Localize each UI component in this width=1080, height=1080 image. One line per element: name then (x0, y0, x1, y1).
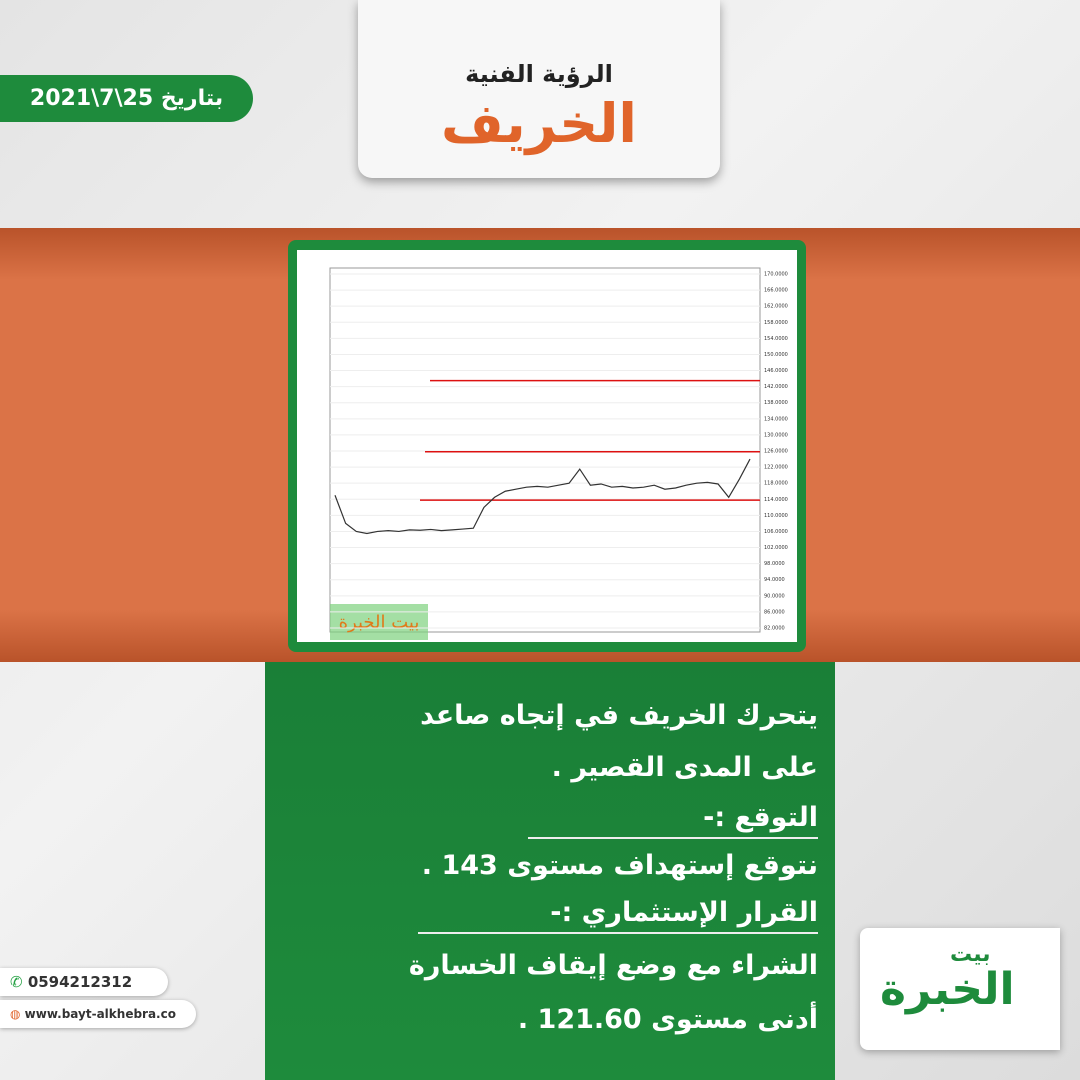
y-tick-label: 134.0000 (764, 416, 788, 422)
logo-large: الخبرة (880, 964, 1015, 1015)
logo: بيت الخبرة (860, 928, 1060, 1050)
plot-border (329, 267, 761, 633)
chart-frame: بيت الخبرة 82.0000 86.0000 90.0000 94.0000 9… (288, 240, 806, 652)
website: www.bayt-alkhebra.co (24, 1007, 176, 1021)
y-tick-label: 114.0000 (764, 497, 788, 503)
y-tick-label: 154.0000 (764, 336, 788, 342)
title: الخريف (441, 92, 637, 155)
y-tick-label: 90.0000 (764, 593, 785, 599)
y-tick-label: 110.0000 (764, 513, 788, 519)
y-tick-label: 158.0000 (764, 320, 788, 326)
logo-small: بيت (950, 942, 991, 967)
body-line: أدنى مستوى 121.60 . (517, 1004, 818, 1035)
y-tick-label: 122.0000 (764, 465, 788, 471)
phone: 0594212312 (27, 973, 133, 991)
y-tick-label: 170.0000 (764, 272, 788, 278)
chart: بيت الخبرة 82.0000 86.0000 90.0000 94.0000 9… (297, 250, 797, 642)
y-tick-label: 102.0000 (764, 545, 788, 551)
chart-bg (297, 250, 797, 642)
y-tick-label: 86.0000 (764, 609, 785, 615)
date: بتاريخ 25\7\2021 (0, 75, 253, 122)
y-tick-label: 130.0000 (764, 432, 788, 438)
body-heading: التوقع :- (528, 802, 818, 839)
y-tick-label: 142.0000 (764, 384, 788, 390)
y-tick-label: 106.0000 (764, 529, 788, 535)
y-tick-label: 94.0000 (764, 577, 785, 583)
watermark: بيت الخبرة (339, 612, 420, 633)
watermark-box (330, 604, 428, 640)
body-line: يتحرك الخريف في إتجاه صاعد (420, 700, 818, 731)
text-panel (265, 662, 835, 1080)
y-tick-label: 118.0000 (764, 481, 788, 487)
y-tick-label: 126.0000 (764, 449, 788, 455)
subtitle: الرؤية الفنية (465, 60, 613, 88)
phone-pill: ✆ 0594212312 (0, 968, 168, 996)
web-icon: ◍ (10, 1007, 21, 1021)
y-tick-label: 98.0000 (764, 561, 785, 567)
web-pill: ◍ www.bayt-alkhebra.co (0, 1000, 196, 1028)
body-line: الشراء مع وضع إيقاف الخسارة (408, 950, 818, 981)
price-line (334, 458, 751, 535)
y-tick-label: 82.0000 (764, 626, 785, 632)
phone-icon: ✆ (10, 973, 23, 991)
y-tick-label: 146.0000 (764, 368, 788, 374)
title-card: الرؤية الفنية الخريف (358, 0, 720, 178)
y-tick-label: 162.0000 (764, 304, 788, 310)
y-tick-label: 166.0000 (764, 288, 788, 294)
body-line: نتوقع إستهداف مستوى 143 . (421, 850, 818, 881)
body-line: على المدى القصير . (551, 752, 818, 783)
y-tick-label: 138.0000 (764, 400, 788, 406)
y-tick-label: 150.0000 (764, 352, 788, 358)
body-heading: القرار الإستثماري :- (418, 897, 818, 934)
